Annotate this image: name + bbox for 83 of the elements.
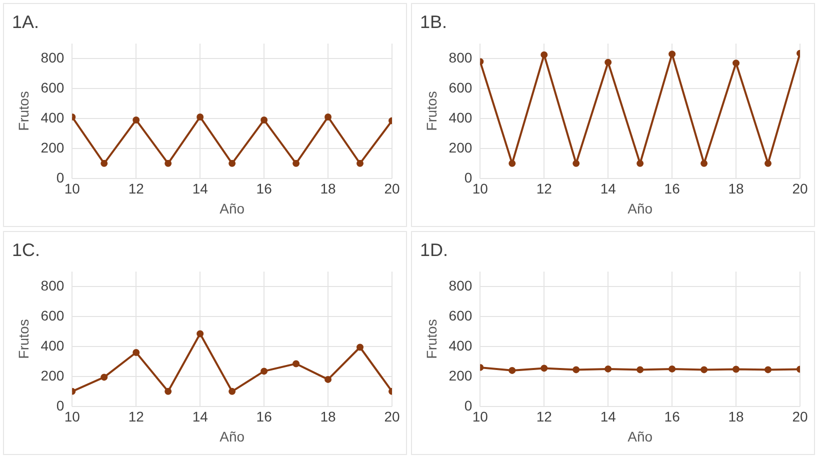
chart-title: 1C. bbox=[12, 240, 40, 260]
point bbox=[260, 368, 268, 375]
x-tick-label: 14 bbox=[192, 180, 208, 197]
point bbox=[356, 344, 364, 351]
y-tick-label: 200 bbox=[40, 367, 64, 384]
x-axis-title: Año bbox=[220, 200, 245, 216]
y-tick-label: 600 bbox=[40, 79, 64, 96]
x-tick-label: 12 bbox=[128, 180, 144, 197]
x-tick-label: 14 bbox=[600, 408, 616, 425]
x-tick-label: 20 bbox=[384, 408, 400, 425]
point bbox=[700, 160, 708, 167]
y-tick-label: 400 bbox=[448, 337, 472, 354]
point bbox=[260, 116, 268, 124]
point bbox=[100, 160, 108, 167]
x-tick-label: 18 bbox=[320, 180, 336, 197]
x-tick-label: 16 bbox=[256, 408, 272, 425]
y-axis-title: Frutos bbox=[423, 319, 440, 359]
point bbox=[508, 160, 516, 167]
x-tick-label: 20 bbox=[792, 408, 808, 425]
point bbox=[100, 374, 108, 381]
chart-title: 1B. bbox=[420, 12, 448, 32]
point bbox=[228, 160, 236, 167]
y-tick-label: 600 bbox=[448, 79, 472, 96]
point bbox=[732, 60, 740, 67]
point bbox=[228, 388, 236, 395]
x-tick-label: 16 bbox=[256, 180, 272, 197]
point bbox=[292, 160, 300, 167]
x-tick-label: 12 bbox=[128, 408, 144, 425]
y-tick-label: 0 bbox=[464, 397, 472, 414]
x-tick-label: 14 bbox=[192, 408, 208, 425]
y-tick-label: 0 bbox=[56, 397, 64, 414]
y-tick-label: 200 bbox=[448, 139, 472, 156]
x-tick-label: 10 bbox=[64, 180, 80, 197]
y-tick-label: 600 bbox=[40, 307, 64, 324]
y-tick-label: 200 bbox=[448, 367, 472, 384]
x-tick-label: 16 bbox=[664, 180, 680, 197]
x-tick-label: 18 bbox=[728, 408, 744, 425]
point bbox=[164, 388, 172, 395]
x-tick-label: 16 bbox=[664, 408, 680, 425]
x-tick-label: 14 bbox=[600, 180, 616, 197]
y-axis-title: Frutos bbox=[15, 91, 32, 131]
x-tick-label: 18 bbox=[728, 180, 744, 197]
chart-title: 1A. bbox=[12, 12, 40, 32]
y-tick-label: 200 bbox=[40, 139, 64, 156]
point bbox=[164, 160, 172, 167]
x-tick-label: 20 bbox=[792, 180, 808, 197]
point bbox=[540, 51, 548, 58]
point bbox=[324, 113, 332, 120]
point bbox=[572, 160, 580, 167]
point bbox=[356, 160, 364, 167]
x-tick-label: 12 bbox=[536, 180, 552, 197]
y-tick-label: 800 bbox=[40, 49, 64, 66]
point bbox=[764, 160, 772, 167]
y-tick-label: 800 bbox=[448, 277, 472, 294]
point bbox=[668, 50, 676, 58]
y-axis-title: Frutos bbox=[423, 91, 440, 131]
y-tick-label: 400 bbox=[448, 109, 472, 126]
x-axis-title: Año bbox=[628, 200, 653, 216]
x-tick-label: 10 bbox=[64, 408, 80, 425]
y-tick-label: 600 bbox=[448, 307, 472, 324]
x-tick-label: 10 bbox=[472, 408, 488, 425]
x-axis-title: Año bbox=[628, 428, 653, 444]
point bbox=[604, 58, 612, 66]
x-tick-label: 12 bbox=[536, 408, 552, 425]
point bbox=[132, 348, 140, 356]
point bbox=[196, 113, 204, 120]
y-axis-title: Frutos bbox=[15, 319, 32, 359]
y-tick-label: 400 bbox=[40, 337, 64, 354]
point bbox=[324, 376, 332, 383]
y-tick-label: 400 bbox=[40, 109, 64, 126]
y-tick-label: 0 bbox=[464, 169, 472, 186]
y-tick-label: 800 bbox=[40, 277, 64, 294]
x-axis-title: Año bbox=[220, 428, 245, 444]
y-tick-label: 0 bbox=[56, 169, 64, 186]
y-tick-label: 800 bbox=[448, 49, 472, 66]
point bbox=[196, 330, 204, 338]
x-tick-label: 10 bbox=[472, 180, 488, 197]
point bbox=[292, 360, 300, 368]
chart-title: 1D. bbox=[420, 240, 448, 260]
x-tick-label: 20 bbox=[384, 180, 400, 197]
point bbox=[636, 160, 644, 167]
point bbox=[132, 116, 140, 124]
x-tick-label: 18 bbox=[320, 408, 336, 425]
